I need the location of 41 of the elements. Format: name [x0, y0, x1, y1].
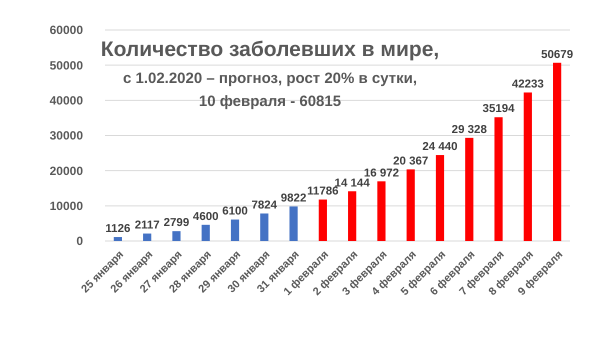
- bar: [114, 237, 122, 241]
- y-tick-label: 50000: [50, 58, 84, 72]
- y-tick-label: 40000: [50, 94, 84, 108]
- data-label: 6100: [222, 206, 248, 218]
- bar: [348, 191, 356, 241]
- data-label: 16 972: [364, 167, 400, 180]
- data-label: 1126: [105, 223, 130, 236]
- text: с 1.02.2020 – прогноз, рост 20% в сутки,: [122, 70, 418, 87]
- bar: [318, 200, 327, 241]
- data-label: 24 440: [422, 141, 458, 154]
- bar: [289, 206, 298, 241]
- y-tick-label: 20000: [50, 164, 84, 178]
- data-label: 35194: [482, 103, 516, 116]
- data-label: 9822: [280, 192, 306, 204]
- bar: [260, 213, 268, 241]
- bar: [172, 231, 181, 241]
- data-label: 20 367: [393, 155, 428, 168]
- bar: [553, 62, 562, 241]
- bar: [524, 92, 532, 241]
- chart-title: Количество заболевших в мире,: [100, 38, 440, 61]
- data-label: 42233: [512, 78, 544, 90]
- bar: [406, 169, 415, 241]
- data-label: 2117: [134, 220, 160, 232]
- y-tick-label: 60000: [50, 23, 84, 38]
- data-label: 7824: [252, 199, 278, 212]
- bar: [465, 138, 474, 241]
- bar: [436, 155, 444, 241]
- data-label: 2799: [164, 217, 190, 230]
- bar: [143, 234, 152, 241]
- y-tick-label: 0: [76, 234, 84, 248]
- data-label: 29 328: [452, 124, 488, 136]
- annotation: 10 февраля - 60815: [198, 93, 342, 110]
- bar: [230, 220, 240, 241]
- y-tick-label: 30000: [50, 128, 84, 143]
- bar: [377, 181, 386, 241]
- data-label: 11786: [307, 186, 339, 198]
- y-tick-label: 10000: [50, 199, 84, 214]
- data-label: 50679: [541, 48, 574, 61]
- data-label: 4600: [192, 210, 219, 223]
- bar: [202, 224, 210, 241]
- bar: [494, 117, 503, 241]
